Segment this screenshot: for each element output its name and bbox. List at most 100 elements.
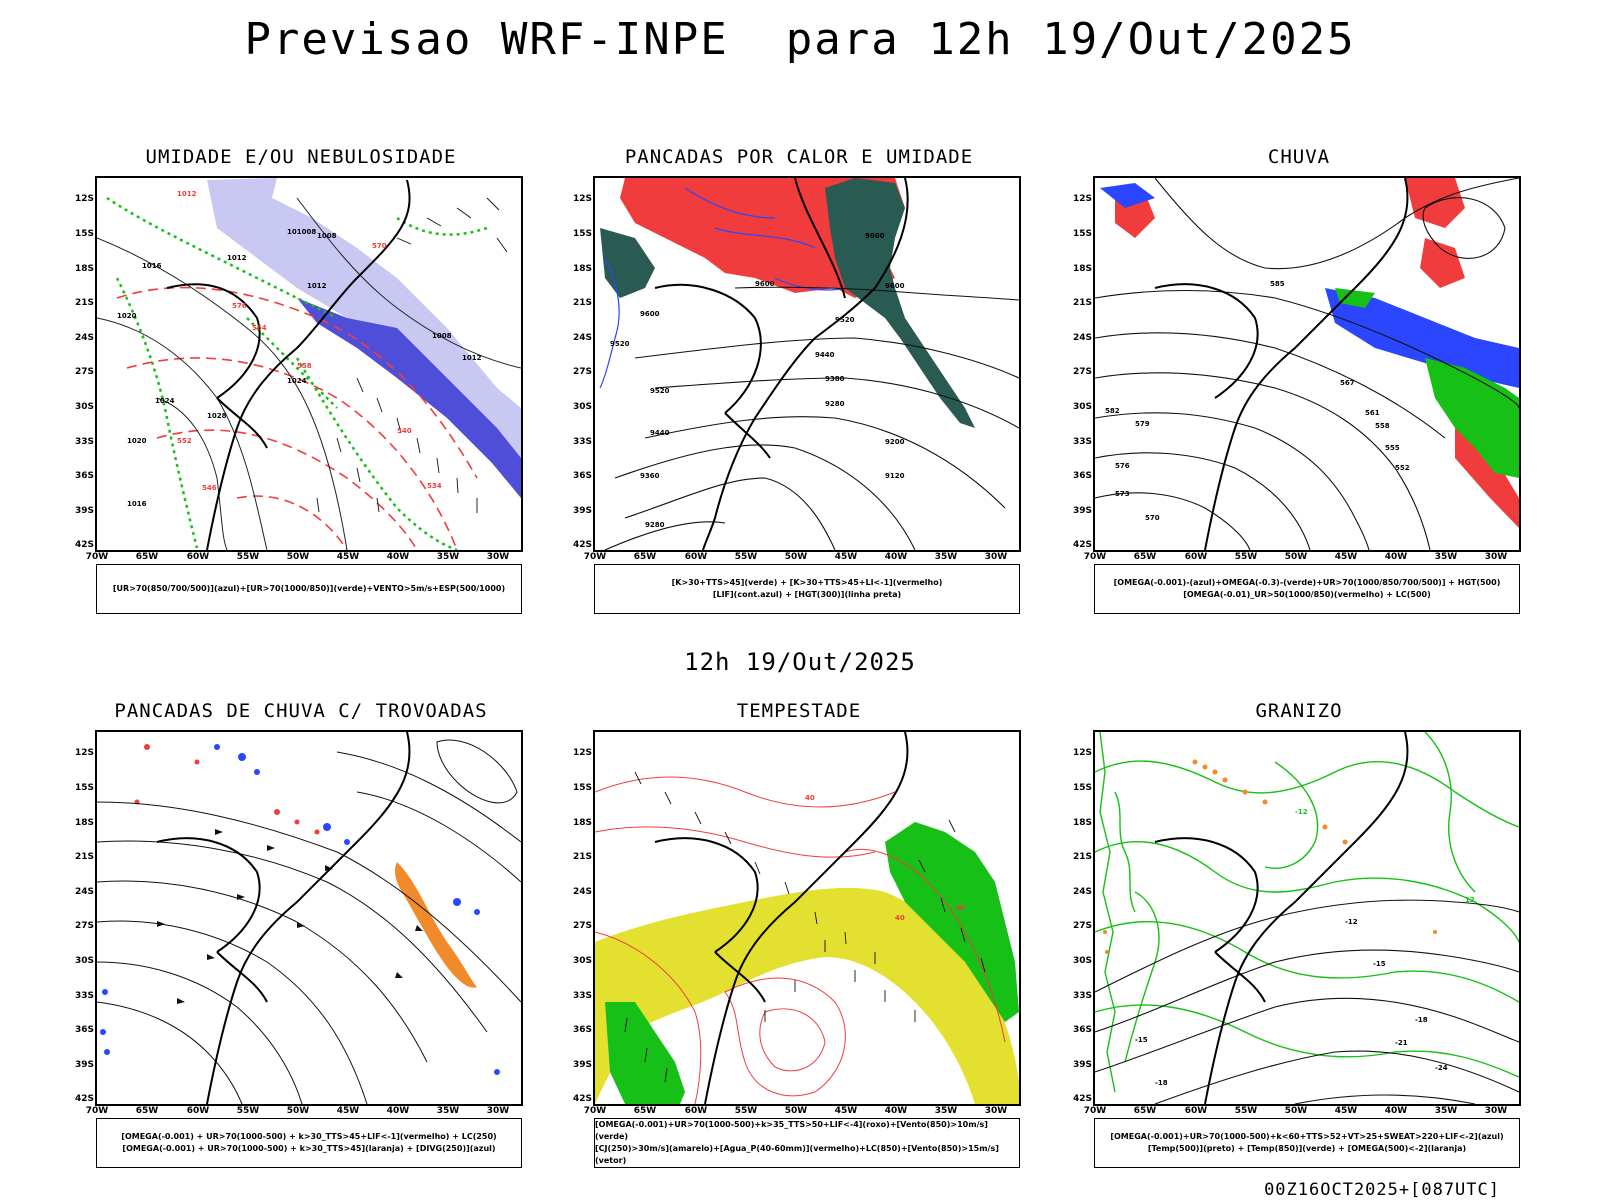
lat-label: 39S	[572, 506, 592, 516]
panel-chuva: CHUVA	[1073, 146, 1524, 616]
legend-line: [UR>70(850/700/500)](azul)+[UR>70(1000/8…	[112, 584, 506, 593]
lat-label: 21S	[572, 298, 592, 308]
lon-label: 55W	[734, 552, 758, 562]
lon-label: 45W	[1334, 552, 1358, 562]
lat-label: 33S	[572, 437, 592, 447]
lon-label: 50W	[286, 1106, 310, 1116]
streamlines	[97, 739, 521, 1104]
lon-label: 50W	[286, 552, 310, 562]
lat-label: 27S	[572, 367, 592, 377]
lon-label: 60W	[684, 1106, 708, 1116]
svg-text:1008: 1008	[317, 232, 337, 240]
lon-label: 45W	[834, 552, 858, 562]
lon-label: 40W	[1384, 552, 1408, 562]
svg-text:9600: 9600	[640, 310, 660, 318]
legend-box: [OMEGA(-0.001)+UR>70(1000-500)+k>35_TTS>…	[594, 1118, 1020, 1168]
svg-text:558: 558	[1375, 422, 1390, 430]
svg-text:567: 567	[1340, 379, 1355, 387]
svg-text:9280: 9280	[645, 521, 665, 529]
lat-label: 15S	[74, 229, 94, 239]
fill-green	[1335, 288, 1519, 478]
svg-text:1012: 1012	[307, 282, 327, 290]
contour-labels: 1012 101008 1008 1012 1016 1012 1020 102…	[117, 190, 482, 508]
lat-label: 24S	[74, 333, 94, 343]
legend-line: [LIF](cont.azul) + [HGT(300)](linha pret…	[712, 590, 902, 599]
svg-text:9520: 9520	[835, 316, 855, 324]
lon-label: 65W	[633, 552, 657, 562]
lon-label: 65W	[135, 1106, 159, 1116]
svg-text:9380: 9380	[825, 375, 845, 383]
lat-label: 36S	[1072, 471, 1092, 481]
svg-text:-21: -21	[1395, 1039, 1408, 1047]
lon-label: 65W	[135, 552, 159, 562]
lat-label: 36S	[74, 471, 94, 481]
legend-line: [K>30+TTS>45](verde) + [K>30+TTS>45+LI<-…	[671, 578, 943, 587]
contour-labels: -12 -15 -18 -21 -24 -18 -15 -12 12	[1135, 808, 1475, 1087]
lat-label: 39S	[74, 1060, 94, 1070]
lat-label: 33S	[1072, 437, 1092, 447]
lat-label: 12S	[572, 748, 592, 758]
lon-label: 45W	[336, 1106, 360, 1116]
lat-label: 39S	[1072, 1060, 1092, 1070]
lat-label: 33S	[74, 437, 94, 447]
coastline	[654, 732, 909, 1104]
lat-label: 21S	[572, 852, 592, 862]
panel-umidade: UMIDADE E/OU NEBULOSIDADE	[75, 146, 526, 616]
legend-box: [K>30+TTS>45](verde) + [K>30+TTS>45+LI<-…	[594, 564, 1020, 614]
lat-label: 36S	[572, 471, 592, 481]
svg-text:576: 576	[232, 302, 247, 310]
lat-label: 18S	[1072, 818, 1092, 828]
lat-label: 24S	[74, 887, 94, 897]
svg-text:558: 558	[297, 362, 312, 370]
svg-text:1012: 1012	[462, 354, 482, 362]
lat-label: 18S	[74, 818, 94, 828]
lat-label: 27S	[572, 921, 592, 931]
svg-text:1024: 1024	[287, 377, 307, 385]
lon-label: 50W	[1284, 552, 1308, 562]
lon-label: 40W	[386, 1106, 410, 1116]
svg-text:570: 570	[372, 242, 387, 250]
svg-text:1020: 1020	[117, 312, 137, 320]
svg-text:9440: 9440	[815, 351, 835, 359]
legend-box: [OMEGA(-0.001)+UR>70(1000-500)+k<60+TTS>…	[1094, 1118, 1520, 1168]
svg-text:1008: 1008	[432, 332, 452, 340]
svg-text:40: 40	[805, 794, 815, 802]
hgt-contours	[1095, 178, 1519, 550]
legend-line: [OMEGA(-0.01)_UR>50(1000/850)(vermelho) …	[1183, 590, 1431, 599]
panel-title: GRANIZO	[1255, 700, 1343, 722]
lon-label: 40W	[1384, 1106, 1408, 1116]
lon-label: 60W	[684, 552, 708, 562]
lon-label: 65W	[1133, 552, 1157, 562]
coastline	[166, 179, 411, 550]
lat-label: 15S	[1072, 783, 1092, 793]
lat-label: 18S	[572, 264, 592, 274]
panel-title: PANCADAS POR CALOR E UMIDADE	[624, 146, 974, 168]
coastline	[1154, 178, 1409, 550]
svg-text:-18: -18	[1415, 1016, 1428, 1024]
lat-label: 36S	[572, 1025, 592, 1035]
legend-line: [OMEGA(-0.001)+UR>70(1000-500)+k<60+TTS>…	[1110, 1132, 1504, 1141]
lat-label: 33S	[572, 991, 592, 1001]
svg-text:9520: 9520	[610, 340, 630, 348]
fill-blue-dots	[100, 744, 500, 1075]
svg-text:1012: 1012	[177, 190, 197, 198]
lon-label: 35W	[1434, 552, 1458, 562]
panel-pancadas-calor: PANCADAS POR CALOR E UMIDADE	[573, 146, 1024, 616]
lat-label: 30S	[74, 956, 94, 966]
lon-label: 50W	[1284, 1106, 1308, 1116]
panel-granizo: GRANIZO	[1073, 700, 1524, 1170]
lon-label: 45W	[834, 1106, 858, 1116]
map-frame: 1012 101008 1008 1012 1016 1012 1020 102…	[95, 176, 523, 552]
lon-label: 70W	[583, 1106, 607, 1116]
main-title: Previsao WRF-INPE para 12h 19/Out/2025	[244, 14, 1356, 65]
legend-box: [UR>70(850/700/500)](azul)+[UR>70(1000/8…	[96, 564, 522, 614]
map-frame: 40 40 40	[593, 730, 1021, 1106]
legend-line: [OMEGA(-0.001)-(azul)+OMEGA(-0.3)-(verde…	[1113, 578, 1501, 587]
fill-green-dots	[106, 196, 488, 550]
lat-label: 27S	[74, 367, 94, 377]
svg-text:-15: -15	[1135, 1036, 1148, 1044]
lon-label: 30W	[984, 1106, 1008, 1116]
svg-text:9600: 9600	[755, 280, 775, 288]
lon-label: 55W	[1234, 552, 1258, 562]
black-contours	[1095, 899, 1519, 1104]
